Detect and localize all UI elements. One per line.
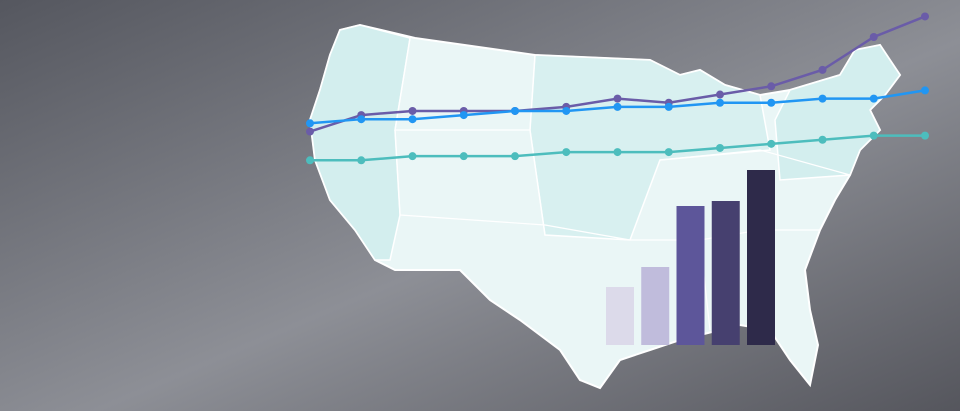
bar: [641, 267, 670, 345]
point: [869, 94, 878, 103]
point: [511, 152, 519, 161]
point: [869, 131, 878, 140]
point: [511, 106, 519, 115]
point: [664, 102, 673, 111]
state-line: [659, 149, 851, 176]
point: [716, 90, 724, 99]
point: [306, 156, 314, 165]
state-lines: [394, 37, 851, 331]
point: [306, 127, 314, 136]
point: [818, 135, 827, 144]
point: [408, 115, 417, 124]
point: [459, 152, 468, 161]
point: [716, 143, 724, 152]
point: [818, 65, 827, 74]
point: [716, 98, 724, 107]
point: [818, 94, 827, 103]
point: [357, 115, 366, 124]
point: [408, 152, 417, 161]
point: [613, 94, 622, 103]
point: [664, 148, 673, 157]
point: [767, 98, 776, 107]
bar: [711, 201, 740, 345]
point: [869, 32, 878, 41]
bar: [606, 287, 634, 345]
point: [562, 148, 571, 157]
point: [921, 86, 929, 95]
point: [459, 111, 468, 120]
point: [357, 156, 366, 165]
bar: [747, 170, 775, 345]
point: [306, 119, 314, 128]
point: [613, 148, 622, 157]
point: [613, 102, 622, 111]
state-line: [399, 214, 631, 241]
point: [767, 139, 776, 148]
point: [767, 82, 776, 91]
bar: [676, 206, 705, 345]
state-line: [394, 129, 401, 216]
point: [408, 106, 417, 115]
state-line: [529, 54, 546, 236]
point: [562, 106, 571, 115]
point: [921, 12, 929, 21]
point: [921, 131, 929, 140]
